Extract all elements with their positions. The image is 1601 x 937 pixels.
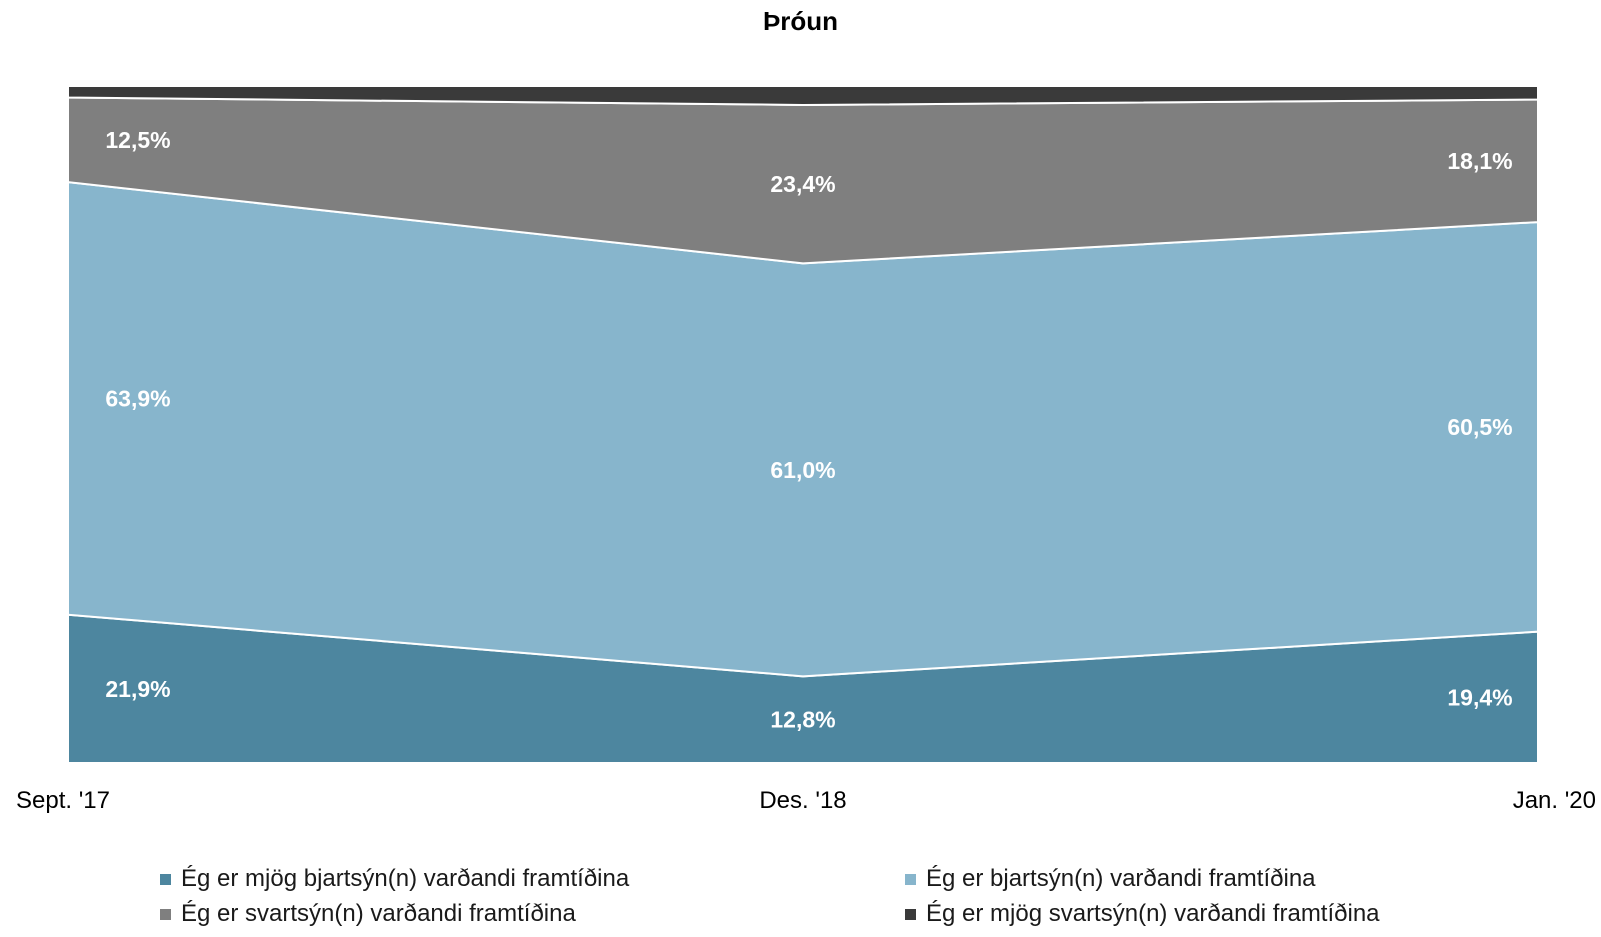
x-tick-label: Sept. '17 [16,787,110,814]
x-tick-label: Jan. '20 [1513,787,1596,814]
data-label-series-2-1: 63,9% [105,385,170,411]
data-label-series-3-2: 23,4% [770,171,835,197]
data-label-series-3-3: 18,1% [1447,148,1512,174]
data-label-series-1-2: 12,8% [770,707,835,733]
chart-title: Þróun [762,6,839,36]
x-tick-label: Des. '18 [759,787,846,814]
data-label-series-1-3: 19,4% [1447,684,1512,710]
data-label-series-1-1: 21,9% [105,676,170,702]
data-label-series-3-1: 12,5% [105,127,170,153]
area-series-4 [67,85,1539,106]
data-label-series-2-3: 60,5% [1447,414,1512,440]
data-label-series-2-2: 61,0% [770,457,835,483]
